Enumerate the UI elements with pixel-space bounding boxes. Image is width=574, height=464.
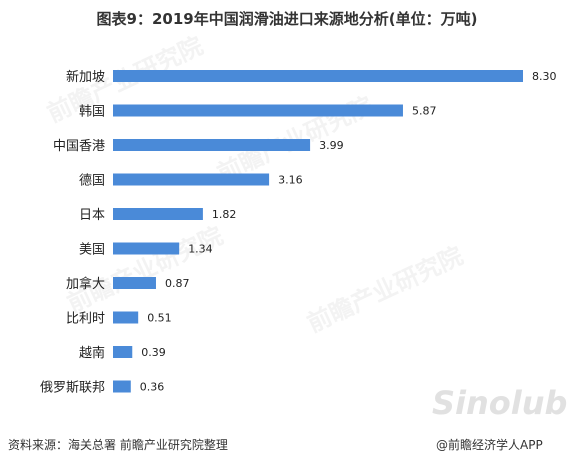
category-label: 新加坡 [66, 69, 105, 85]
value-label: 3.16 [278, 174, 303, 187]
value-label: 8.30 [532, 70, 557, 83]
bar [113, 380, 131, 393]
bar [113, 104, 403, 117]
category-label: 加拿大 [66, 276, 105, 292]
category-label: 比利时 [66, 312, 105, 327]
bar [113, 173, 270, 186]
bar [113, 242, 180, 255]
value-label: 1.82 [212, 208, 237, 221]
bar [113, 139, 311, 151]
bar [113, 311, 139, 324]
sinolub-logo: Sinolub [432, 384, 568, 422]
value-label: 1.34 [188, 243, 213, 256]
value-label: 0.51 [147, 312, 172, 325]
app-credit: @前瞻经济学人APP [436, 438, 543, 452]
bar [113, 70, 523, 82]
category-label: 德国 [79, 174, 105, 189]
category-label: 越南 [79, 345, 105, 361]
category-label: 俄罗斯联邦 [40, 381, 105, 396]
bar [113, 346, 133, 358]
source-note: 资料来源：海关总署 前瞻产业研究院整理 [8, 438, 228, 452]
category-label: 美国 [79, 243, 105, 258]
chart-title: 图表9：2019年中国润滑油进口来源地分析(单位：万吨) [96, 10, 478, 28]
value-label: 0.36 [140, 381, 165, 394]
value-label: 5.87 [412, 105, 437, 118]
category-label: 中国香港 [53, 139, 105, 154]
value-label: 3.99 [319, 139, 344, 152]
bars-layer: 新加坡 8.30 韩国 5.87 中国香港 3.99 德国 3.16 日本 1.82 美国 1.34 加… [40, 69, 557, 396]
value-label: 0.87 [165, 277, 190, 290]
value-label: 0.39 [141, 346, 166, 359]
category-label: 日本 [79, 208, 105, 223]
bar [113, 208, 203, 220]
category-label: 韩国 [79, 105, 105, 120]
bar [113, 277, 156, 289]
